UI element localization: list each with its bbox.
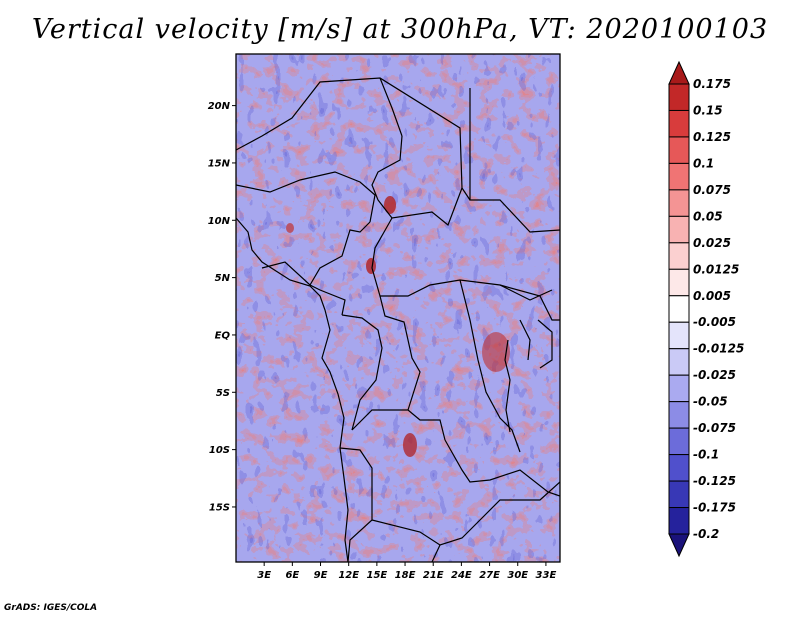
lon-label: 33E xyxy=(536,570,557,581)
colorbar-bin xyxy=(668,533,690,558)
colorbar-label: -0.1 xyxy=(693,448,719,462)
lat-label: 15N xyxy=(208,158,231,169)
lon-label: 6E xyxy=(285,570,299,581)
map-frame xyxy=(235,53,561,563)
colorbar-label: -0.005 xyxy=(693,315,736,329)
colorbar-label: 0.075 xyxy=(693,183,731,197)
lat-label: 10S xyxy=(209,445,230,456)
lat-label: 10N xyxy=(208,216,231,227)
colorbar-bin xyxy=(668,295,690,323)
colorbar-bin xyxy=(668,83,690,111)
colorbar-bin xyxy=(668,215,690,244)
country-borders xyxy=(236,77,560,562)
colorbar-bin xyxy=(668,480,690,509)
colorbar-bin xyxy=(668,321,690,350)
lon-label: 15E xyxy=(366,570,387,581)
colorbar-label: -0.025 xyxy=(693,368,736,382)
grads-credit: GrADS: IGES/COLA xyxy=(4,603,98,613)
colorbar-label: 0.025 xyxy=(693,236,731,250)
lon-label: 24E xyxy=(451,570,472,581)
chart-title: Vertical velocity [m/s] at 300hPa, VT: 2… xyxy=(31,14,769,45)
colorbar-label: -0.05 xyxy=(693,395,728,409)
colorbar-bin xyxy=(668,60,690,85)
lon-label: 12E xyxy=(338,570,359,581)
coastline xyxy=(236,217,553,562)
map-axes: 20N 15N 10N 5N EQ 5S 10S 15S 3E 6E 9E 12E 15E 18E 21E 2… xyxy=(208,53,561,581)
colorbar-bin xyxy=(668,348,690,376)
lat-label: 20N xyxy=(208,101,231,112)
lon-label: 30E xyxy=(507,570,528,581)
colorbar-bin xyxy=(668,109,690,138)
colorbar-bin xyxy=(668,162,690,191)
colorbar-bin xyxy=(668,268,690,297)
colorbar-bin xyxy=(668,242,690,270)
lon-label: 21E xyxy=(423,570,444,581)
colorbar-bin xyxy=(668,136,690,164)
colorbar-label: 0.05 xyxy=(693,209,723,223)
colorbar-bin xyxy=(668,374,690,403)
colorbar-label: 0.15 xyxy=(693,103,723,117)
colorbar-label: 0.1 xyxy=(693,156,714,170)
colorbar-label: -0.2 xyxy=(693,527,719,541)
lat-label: 15S xyxy=(209,502,230,513)
colorbar: 0.175 0.15 0.125 0.1 0.075 0.05 0.025 0.0125 0.0… xyxy=(668,60,744,558)
colorbar-bin xyxy=(668,507,690,535)
lon-label: 9E xyxy=(314,570,328,581)
colorbar-label: -0.175 xyxy=(693,501,736,515)
colorbar-bin xyxy=(668,189,690,217)
colorbar-bin xyxy=(668,454,690,482)
lon-label: 18E xyxy=(395,570,416,581)
colorbar-label: -0.0125 xyxy=(693,342,744,356)
colorbar-label: 0.175 xyxy=(693,77,731,91)
colorbar-label: 0.005 xyxy=(693,289,731,303)
colorbar-label: 0.0125 xyxy=(693,262,739,276)
lat-label: EQ xyxy=(215,330,231,341)
colorbar-label: -0.075 xyxy=(693,421,736,435)
colorbar-label: 0.125 xyxy=(693,130,731,144)
lon-label: 3E xyxy=(257,570,271,581)
lon-label: 27E xyxy=(479,570,500,581)
colorbar-bin xyxy=(668,401,690,429)
velocity-field xyxy=(236,54,560,562)
colorbar-bin xyxy=(668,427,690,456)
colorbar-label: -0.125 xyxy=(693,474,736,488)
lat-label: 5S xyxy=(216,388,230,399)
lat-label: 5N xyxy=(215,273,231,284)
